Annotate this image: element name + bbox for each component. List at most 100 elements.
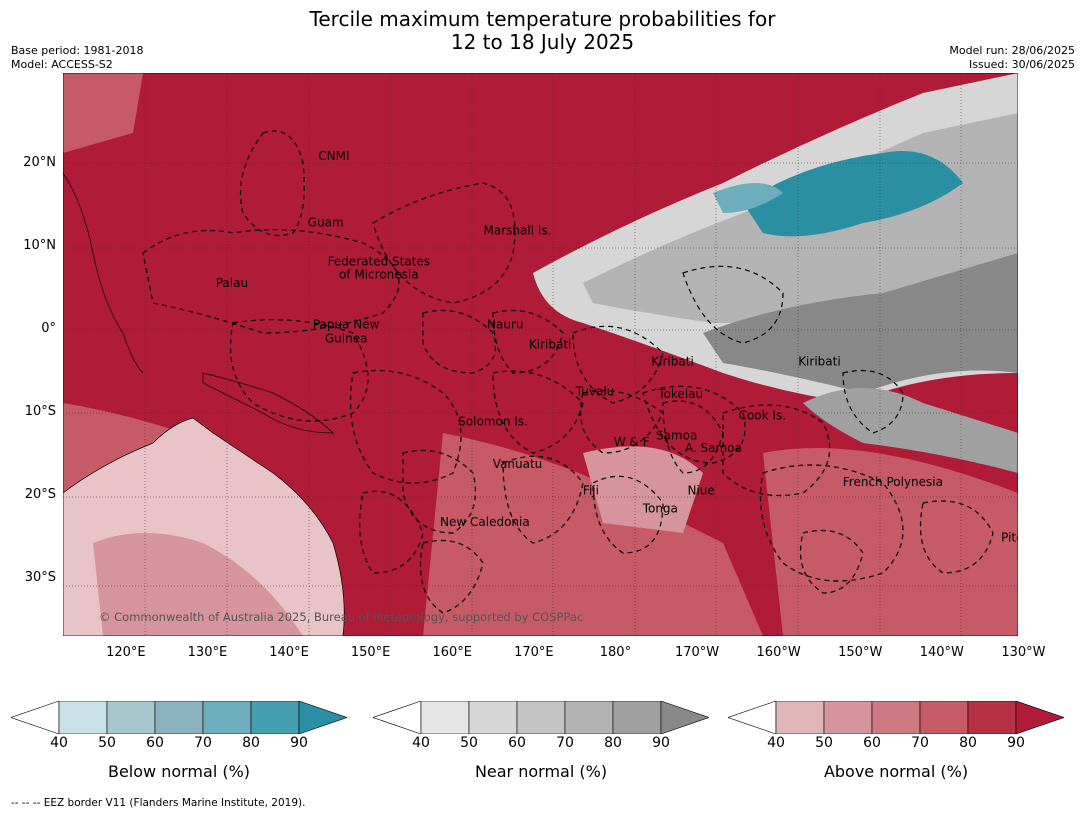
colorbar-extend-low (11, 701, 60, 734)
region-label: Federated States (328, 254, 430, 268)
colorbar-tick-label: 50 (460, 735, 478, 751)
above-normal-patch (423, 433, 763, 636)
colorbar-tick-label: 90 (290, 735, 308, 751)
colorbar-tick-label: 70 (556, 735, 574, 751)
below-normal-patch (713, 183, 783, 213)
colorbar-tick-label: 70 (194, 735, 212, 751)
region-label: Niue (687, 483, 714, 497)
above-normal-patch (63, 73, 143, 153)
region-label: Marshall Is. (484, 224, 552, 238)
colorbar-tick-label: 80 (604, 735, 622, 751)
colorbar-tick-label: 80 (959, 735, 977, 751)
model-name: Model: ACCESS-S2 (11, 58, 113, 71)
region-label: W & F (614, 435, 650, 449)
colorbar-tick-label: 60 (863, 735, 881, 751)
chart-title: Tercile maximum temperature probabilitie… (0, 8, 1085, 54)
region-label: Tokelau (657, 387, 703, 401)
region-label: Cook Is. (739, 409, 786, 423)
colorbar-extend-high (660, 701, 709, 734)
region-label: Vanuatu (493, 457, 543, 471)
colorbar-tick-label: 40 (50, 735, 68, 751)
above-normal-patch (763, 448, 1018, 636)
colorbar-tick-label: 40 (767, 735, 785, 751)
longitude-tick-label: 160°W (756, 645, 801, 660)
region-label: CNMI (318, 149, 349, 163)
region-label: Palau (216, 276, 248, 290)
colorbar-segment (468, 701, 518, 734)
colorbar (728, 701, 1064, 734)
region-label: Solomon Is. (458, 414, 528, 428)
above-normal-patch (583, 446, 703, 533)
colorbar-extend-high (1015, 701, 1064, 734)
latitude-tick-label: 20°N (23, 155, 56, 170)
region-label: Guinea (325, 331, 368, 345)
longitude-tick-label: 150°E (350, 645, 391, 660)
colorbar-segment (250, 701, 300, 734)
region-label: Fiji (583, 483, 599, 497)
region-label: Guam (308, 215, 344, 229)
colorbar-segment (202, 701, 252, 734)
colorbar-extend-high (298, 701, 347, 734)
colorbar-extend-low (728, 701, 777, 734)
colorbar-tick-label: 90 (652, 735, 670, 751)
australia-coastline (63, 417, 345, 636)
new-guinea-land (202, 372, 334, 434)
latitude-tick-label: 20°S (24, 487, 56, 502)
colorbar-tick-label: 70 (911, 735, 929, 751)
longitude-tick-label: 170°W (674, 645, 720, 660)
longitude-tick-label: 130°E (187, 645, 228, 660)
latitude-tick-label: 0° (41, 321, 56, 336)
title-line-2: 12 to 18 July 2025 (450, 30, 635, 54)
colorbar-tick-label: 50 (815, 735, 833, 751)
region-label: Nauru (487, 317, 523, 331)
region-label: Kiribati (529, 337, 571, 351)
eez-borders (142, 130, 994, 614)
longitude-tick-label: 180° (599, 645, 632, 660)
base-period: Base period: 1981-2018 (11, 44, 144, 57)
footer-note: -- -- -- EEZ border V11 (Flanders Marine… (11, 797, 306, 809)
colorbar-segment (775, 701, 825, 734)
region-label: Kiribati (798, 355, 840, 369)
longitude-tick-label: 130°W (1001, 645, 1046, 660)
longitude-tick-label: 170°E (514, 645, 554, 660)
near-normal-band (703, 253, 1018, 393)
region-label: Papua New (313, 317, 380, 331)
colorbar-tick-label: 60 (508, 735, 526, 751)
colorbar-tick-label: 50 (98, 735, 116, 751)
latitude-tick-label: 10°N (23, 238, 56, 253)
colorbar-tick-label: 80 (242, 735, 260, 751)
colorbar-segment (919, 701, 969, 734)
region-label: Tuvalu (575, 385, 615, 399)
colorbar-segment (871, 701, 921, 734)
region-label: Kiribati (651, 355, 693, 369)
longitude-tick-label: 140°W (919, 645, 964, 660)
asia-coastline (63, 172, 144, 374)
australia-land (93, 533, 303, 636)
region-label: of Micronesia (339, 268, 419, 282)
colorbar-extend-low (373, 701, 422, 734)
colorbar (373, 701, 709, 734)
colorbar-segment (58, 701, 108, 734)
region-label: Samoa (656, 429, 697, 443)
region-label: A. Samoa (685, 441, 742, 455)
region-label: New Caledonia (440, 515, 530, 529)
region-label: Tonga (642, 502, 678, 516)
colorbar-segment (516, 701, 566, 734)
colorbar-label: Below normal (%) (107, 762, 251, 781)
model-run: Model run: 28/06/2025 (949, 44, 1075, 57)
colorbar-segment (967, 701, 1017, 734)
colorbar-tick-label: 90 (1007, 735, 1025, 751)
longitude-tick-label: 120°E (106, 645, 146, 660)
latitude-tick-label: 10°S (24, 404, 56, 419)
colorbar-segment (420, 701, 470, 734)
meta-left: Base period: 1981-2018 Model: ACCESS-S2 (11, 44, 143, 72)
meta-right: Model run: 28/06/2025 Issued: 30/06/2025 (949, 44, 1075, 72)
latitude-tick-label: 30°S (24, 570, 56, 585)
copyright-text: © Commonwealth of Australia 2025, Bureau… (99, 610, 583, 624)
colorbar-segment (564, 701, 614, 734)
graticule (63, 73, 1018, 636)
colorbar-tick-label: 40 (412, 735, 430, 751)
colorbar-segment (154, 701, 204, 734)
